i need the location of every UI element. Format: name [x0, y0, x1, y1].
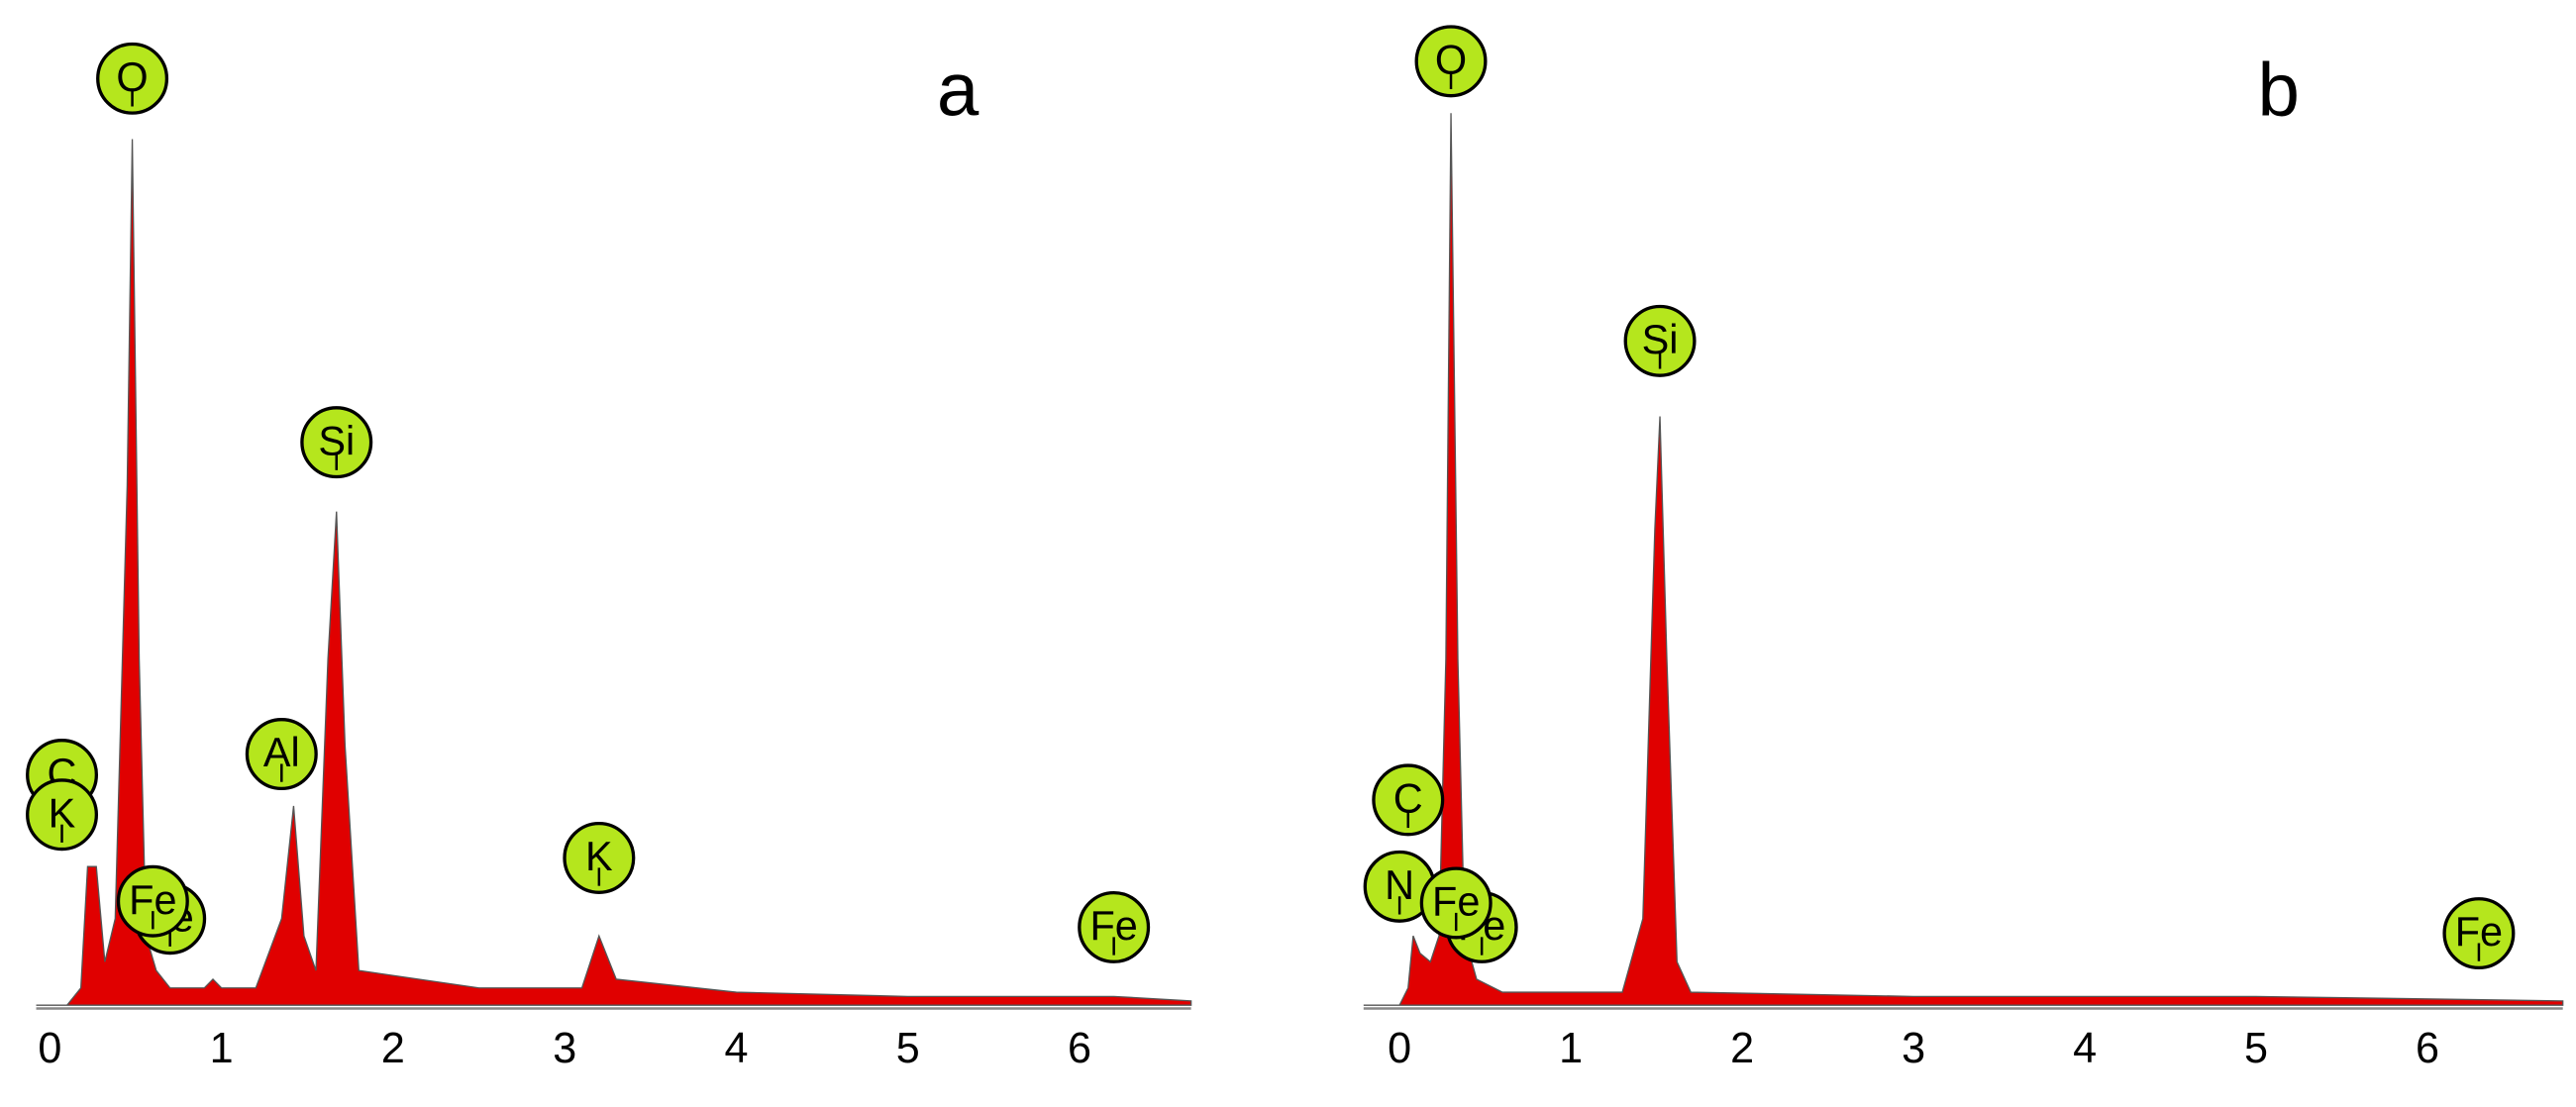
element-label: Fe [129, 876, 176, 923]
element-marker [1372, 763, 1445, 837]
panel-label: a [937, 48, 979, 132]
x-tick-label: 1 [1559, 1025, 1583, 1072]
element-marker [1414, 25, 1488, 98]
element-marker [96, 42, 169, 115]
element-label: Al [263, 729, 300, 775]
x-tick-label: 1 [210, 1025, 234, 1072]
spectrum [36, 139, 1192, 1006]
x-tick-label: 3 [553, 1025, 576, 1072]
element-marker [2442, 897, 2516, 970]
x-tick-label: 2 [381, 1025, 405, 1072]
element-label: C [1393, 774, 1423, 821]
element-label: Fe [2455, 908, 2503, 955]
element-label: K [585, 833, 613, 879]
element-label: Si [318, 417, 355, 463]
element-label: O [116, 53, 148, 100]
spectrum [1363, 113, 2564, 1006]
x-tick-label: 4 [724, 1025, 748, 1072]
element-marker [26, 778, 99, 852]
element-label: O [1435, 36, 1467, 82]
x-tick-label: 5 [2244, 1025, 2268, 1072]
element-label: Fe [1089, 902, 1137, 949]
x-tick-label: 6 [1068, 1025, 1091, 1072]
x-tick-label: 2 [1730, 1025, 1754, 1072]
x-tick-label: 4 [2073, 1025, 2097, 1072]
element-marker [300, 406, 373, 479]
element-marker [245, 718, 318, 791]
element-label: K [49, 789, 76, 836]
element-marker [1419, 866, 1493, 940]
x-tick-label: 6 [2416, 1025, 2439, 1072]
element-marker [563, 821, 636, 894]
element-label: Si [1642, 316, 1679, 362]
element-marker [1078, 890, 1151, 963]
panel-label: b [2258, 48, 2300, 132]
x-tick-label: 0 [1388, 1025, 1411, 1072]
element-label: N [1385, 861, 1414, 908]
element-marker [1623, 304, 1697, 377]
x-tick-label: 0 [38, 1025, 61, 1072]
x-tick-label: 5 [896, 1025, 920, 1072]
element-label: Fe [1432, 878, 1480, 925]
x-tick-label: 3 [1902, 1025, 1925, 1072]
element-marker [116, 864, 189, 938]
